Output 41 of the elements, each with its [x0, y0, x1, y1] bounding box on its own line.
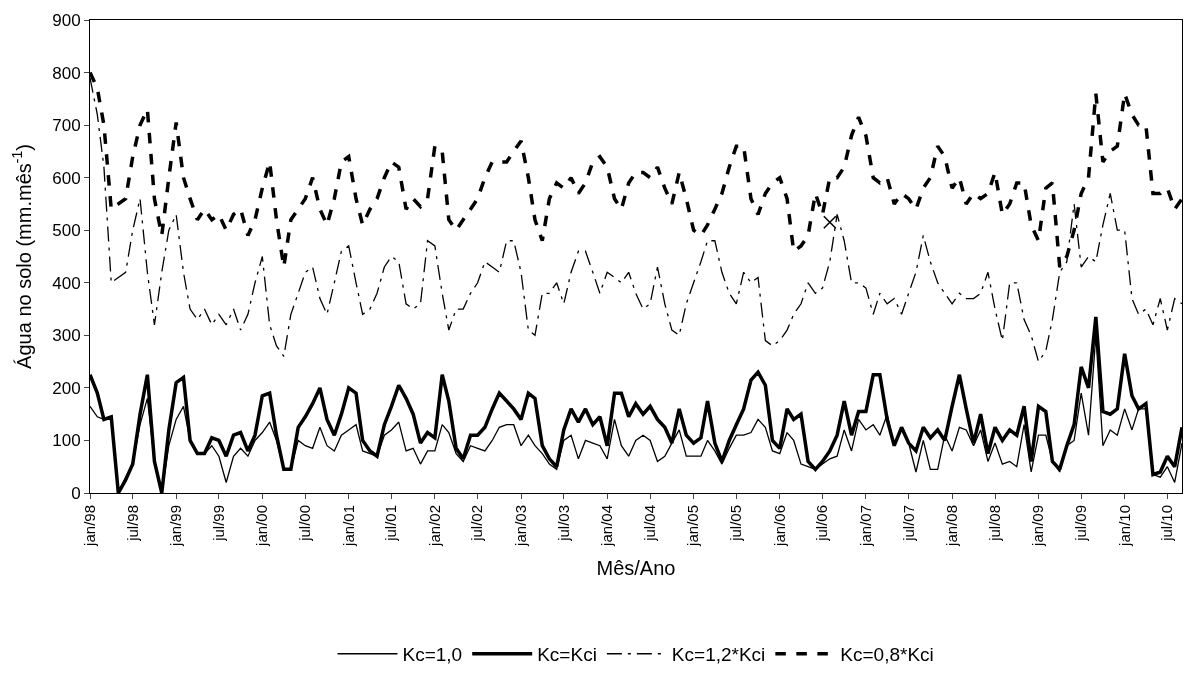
- x-tick-label: jan/01: [339, 505, 357, 547]
- x-tick-label: jul/04: [641, 505, 659, 542]
- x-tick-label: jul/99: [209, 505, 227, 542]
- x-tick-label: jul/01: [382, 505, 400, 542]
- x-tick-label: jan/99: [167, 505, 185, 547]
- x-tick-label: jan/05: [684, 505, 702, 547]
- y-tick-label: 400: [52, 273, 81, 293]
- y-tick-label: 200: [52, 378, 81, 398]
- x-tick-label: jul/08: [985, 505, 1003, 542]
- x-tick-label: jul/03: [554, 505, 572, 542]
- x-tick-label: jan/02: [425, 505, 443, 547]
- x-tick-label: jan/04: [598, 505, 616, 547]
- x-tick-label: jul/06: [813, 505, 831, 542]
- y-tick-label: 700: [52, 116, 81, 136]
- x-tick-label: jul/98: [123, 505, 141, 542]
- x-tick-label: jan/98: [80, 505, 98, 547]
- x-tick-label: jan/00: [253, 505, 271, 547]
- x-tick-label: jan/06: [770, 505, 788, 547]
- x-tick-label: jan/08: [942, 505, 960, 547]
- legend-label: Kc=0,8*Kci: [840, 644, 934, 666]
- x-tick-label: jan/09: [1029, 505, 1047, 547]
- legend-label: Kc=Kci: [537, 644, 597, 666]
- legend-label: Kc=1,0: [402, 644, 463, 666]
- x-tick-label: jul/10: [1158, 505, 1176, 542]
- x-tick-label: jul/05: [727, 505, 745, 542]
- legend-label: Kc=1,2*Kci: [671, 644, 766, 666]
- x-axis-title: Mês/Ano: [596, 557, 676, 580]
- x-tick-label: jan/10: [1115, 505, 1133, 547]
- y-tick-label: 500: [52, 221, 81, 241]
- y-tick-label: 900: [52, 10, 81, 30]
- y-tick-label: 0: [71, 483, 81, 503]
- x-tick-label: jan/07: [856, 505, 874, 547]
- y-tick-label: 300: [52, 326, 81, 346]
- x-tick-label: jul/09: [1072, 505, 1090, 542]
- y-tick-label: 100: [52, 431, 81, 451]
- y-tick-label: 600: [52, 168, 81, 188]
- x-tick-label: jul/02: [468, 505, 486, 542]
- y-tick-label: 800: [52, 63, 81, 83]
- x-tick-label: jul/00: [296, 505, 314, 542]
- x-tick-label: jul/07: [899, 505, 917, 542]
- x-tick-label: jan/03: [511, 505, 529, 547]
